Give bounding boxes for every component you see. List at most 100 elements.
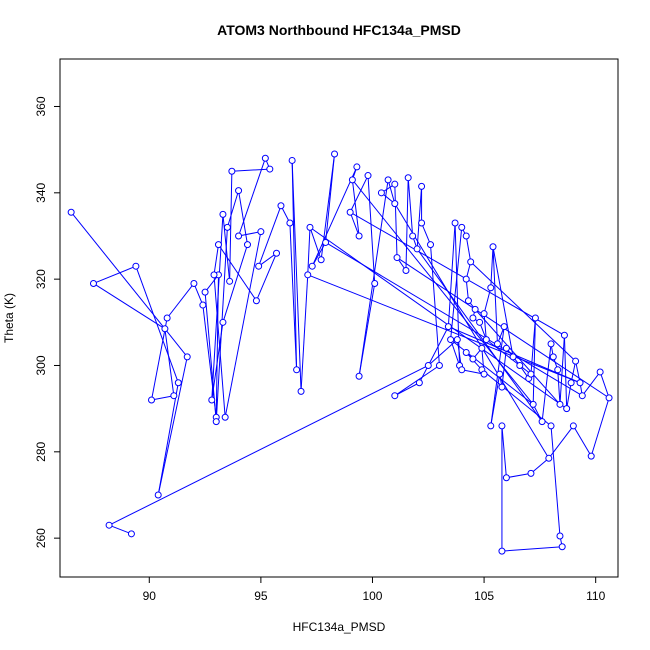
data-line-segment	[211, 322, 224, 401]
data-line-segment	[416, 248, 543, 422]
data-point	[531, 314, 539, 322]
data-point	[496, 370, 504, 378]
data-point	[482, 336, 490, 344]
data-line-segment	[224, 231, 262, 418]
data-point	[487, 422, 495, 430]
data-point	[223, 223, 231, 231]
data-point	[498, 547, 506, 555]
data-line-segment	[258, 205, 282, 267]
data-point	[554, 366, 562, 374]
data-line-segment	[351, 179, 360, 237]
data-point	[371, 279, 379, 287]
data-point	[235, 232, 243, 240]
data-point	[547, 340, 555, 348]
data-point	[578, 392, 586, 400]
data-point	[384, 176, 392, 184]
data-point	[154, 491, 162, 499]
y-tick-label: 300	[34, 355, 48, 375]
data-point	[572, 357, 580, 365]
data-line-segment	[157, 356, 188, 496]
data-point	[322, 238, 330, 246]
data-point	[527, 469, 535, 477]
data-point	[549, 353, 557, 361]
data-point	[212, 418, 220, 426]
data-line-segment	[506, 472, 532, 479]
data-line-segment	[461, 369, 485, 375]
data-line-segment	[93, 265, 137, 284]
data-line-segment	[291, 160, 302, 392]
x-tick-label: 105	[474, 589, 494, 603]
data-line-segment	[93, 283, 166, 330]
data-point	[391, 200, 399, 208]
data-line-segment	[307, 227, 311, 275]
data-line-segment	[151, 395, 174, 401]
data-point	[545, 454, 553, 462]
data-point	[487, 284, 495, 292]
y-tick-label: 260	[34, 528, 48, 548]
data-line-segment	[164, 328, 175, 396]
x-axis: 90 95 100 105 110	[143, 576, 606, 603]
y-tick-label: 360	[34, 96, 48, 116]
data-point	[556, 400, 564, 408]
data-point	[148, 396, 156, 404]
data-line-segment	[300, 274, 309, 392]
data-point	[364, 172, 372, 180]
data-point	[418, 182, 426, 190]
x-tick-label: 90	[143, 589, 157, 603]
data-line-segment	[222, 244, 248, 323]
data-point	[402, 267, 410, 275]
data-point	[252, 297, 260, 305]
data-point	[163, 314, 171, 322]
data-line-segment	[407, 177, 414, 237]
data-line-segment	[465, 235, 472, 262]
data-point	[458, 366, 466, 374]
data-point	[596, 368, 604, 376]
data-line-segment	[135, 266, 179, 383]
data-point	[498, 383, 506, 391]
data-point	[353, 163, 361, 171]
y-axis: 260 280 300 320 340 360	[34, 96, 61, 548]
data-line-segment	[218, 244, 257, 302]
data-line-segment	[164, 328, 188, 358]
data-point	[563, 405, 571, 413]
x-tick-label: 110	[586, 589, 605, 603]
data-point	[458, 223, 466, 231]
data-point	[297, 387, 305, 395]
data-line-segment	[474, 309, 561, 405]
y-axis-label: Theta (K)	[2, 293, 16, 343]
data-line-segment	[238, 158, 266, 237]
data-point	[243, 241, 251, 249]
data-point	[208, 396, 216, 404]
data-point	[447, 336, 455, 344]
x-tick-label: 100	[362, 589, 382, 603]
data-point	[183, 353, 191, 361]
data-line-segment	[483, 313, 487, 340]
data-line-segment	[532, 317, 536, 405]
data-point	[469, 355, 477, 363]
data-point	[286, 219, 294, 227]
data-line-segment	[416, 186, 423, 249]
data-point	[424, 361, 432, 369]
data-point	[502, 344, 510, 352]
data-point	[89, 279, 97, 287]
data-point	[498, 422, 506, 430]
data-line-segment	[258, 252, 277, 267]
data-line-segment	[349, 212, 360, 237]
data-point	[558, 543, 566, 551]
data-point	[346, 208, 354, 216]
data-point	[413, 245, 421, 253]
data-point	[489, 243, 497, 251]
data-point	[170, 392, 178, 400]
data-line-segment	[572, 425, 592, 457]
data-line-segment	[566, 382, 572, 409]
data-point	[444, 323, 452, 331]
data-point	[348, 176, 356, 184]
data-line-segment	[492, 246, 514, 357]
data-point	[569, 422, 577, 430]
data-line-segment	[222, 214, 231, 282]
data-point	[226, 277, 234, 285]
data-point	[560, 331, 568, 339]
data-line-segment	[229, 171, 233, 282]
data-point	[462, 349, 470, 357]
